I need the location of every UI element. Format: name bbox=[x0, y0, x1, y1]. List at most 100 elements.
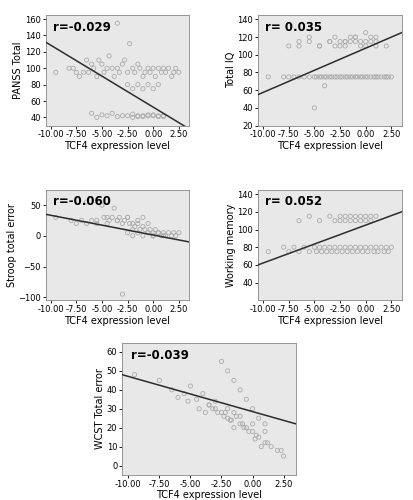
Point bbox=[218, 358, 224, 366]
Point bbox=[66, 64, 72, 72]
Point bbox=[305, 33, 312, 41]
Point bbox=[351, 243, 358, 251]
Point bbox=[356, 243, 363, 251]
Point bbox=[367, 216, 373, 224]
Text: r=-0.060: r=-0.060 bbox=[52, 195, 110, 208]
Point bbox=[205, 401, 212, 409]
Point bbox=[150, 112, 156, 120]
Point bbox=[341, 243, 348, 251]
Point bbox=[239, 420, 245, 428]
Point bbox=[193, 396, 199, 404]
Point bbox=[372, 33, 378, 41]
Point bbox=[114, 112, 120, 120]
Point bbox=[346, 38, 353, 46]
Point bbox=[374, 248, 380, 256]
Point bbox=[346, 212, 353, 220]
Point bbox=[336, 212, 342, 220]
Point bbox=[305, 38, 312, 46]
Point bbox=[346, 73, 353, 81]
Point bbox=[136, 64, 143, 72]
Point bbox=[121, 216, 128, 224]
Point bbox=[195, 405, 202, 413]
Point bbox=[90, 64, 97, 72]
Point bbox=[374, 73, 380, 81]
Point bbox=[377, 73, 383, 81]
Point bbox=[165, 64, 171, 72]
Point bbox=[109, 110, 115, 118]
Point bbox=[154, 64, 161, 72]
Point bbox=[361, 216, 368, 224]
Point bbox=[290, 73, 297, 81]
Point bbox=[168, 232, 175, 240]
Point bbox=[361, 38, 368, 46]
Point bbox=[187, 382, 193, 390]
Point bbox=[175, 228, 182, 236]
Point bbox=[326, 38, 332, 46]
Point bbox=[356, 38, 363, 46]
Point bbox=[160, 64, 166, 72]
Point bbox=[76, 72, 83, 80]
Point bbox=[236, 412, 243, 420]
Point bbox=[358, 248, 365, 256]
Point bbox=[341, 38, 348, 46]
Point bbox=[154, 228, 161, 236]
Point bbox=[367, 243, 373, 251]
Point bbox=[199, 390, 206, 398]
Point bbox=[168, 386, 175, 394]
Point bbox=[285, 73, 292, 81]
Point bbox=[152, 72, 158, 80]
Point bbox=[372, 38, 378, 46]
Point bbox=[316, 216, 322, 224]
Point bbox=[372, 212, 378, 220]
Point bbox=[119, 220, 126, 228]
Point bbox=[145, 111, 151, 119]
Point bbox=[310, 73, 317, 81]
Point bbox=[295, 216, 301, 224]
Point bbox=[172, 64, 179, 72]
Point bbox=[141, 226, 148, 234]
Point bbox=[70, 64, 76, 72]
Point bbox=[154, 112, 161, 120]
Point bbox=[363, 73, 370, 81]
Point bbox=[249, 428, 255, 436]
Point bbox=[338, 248, 344, 256]
Point bbox=[285, 248, 292, 256]
Point bbox=[326, 38, 332, 46]
Point bbox=[312, 248, 319, 256]
Point bbox=[119, 112, 126, 120]
Point bbox=[170, 68, 177, 76]
Point bbox=[129, 226, 136, 234]
Point bbox=[305, 212, 312, 220]
Point bbox=[380, 248, 387, 256]
Point bbox=[136, 226, 143, 234]
Point bbox=[83, 198, 90, 206]
Point bbox=[184, 397, 191, 405]
Point bbox=[240, 424, 247, 432]
Point bbox=[170, 228, 177, 236]
Point bbox=[98, 60, 105, 68]
Point bbox=[180, 390, 187, 398]
Point bbox=[370, 248, 376, 256]
Point bbox=[356, 42, 363, 50]
Point bbox=[356, 73, 363, 81]
Point bbox=[261, 439, 268, 447]
Point bbox=[98, 111, 105, 119]
Point bbox=[236, 420, 243, 428]
Point bbox=[343, 73, 350, 81]
Point bbox=[116, 214, 122, 222]
Point bbox=[134, 112, 141, 120]
Point bbox=[372, 42, 378, 50]
Point bbox=[85, 68, 92, 76]
Point bbox=[361, 42, 368, 50]
Point bbox=[126, 40, 133, 48]
Point bbox=[68, 216, 74, 224]
Point bbox=[285, 42, 292, 50]
Point bbox=[205, 401, 212, 409]
Point bbox=[356, 216, 363, 224]
Point bbox=[211, 405, 218, 413]
Point bbox=[218, 408, 224, 416]
Point bbox=[331, 216, 337, 224]
Point bbox=[295, 248, 301, 256]
Point bbox=[154, 228, 161, 236]
Point bbox=[88, 60, 95, 68]
